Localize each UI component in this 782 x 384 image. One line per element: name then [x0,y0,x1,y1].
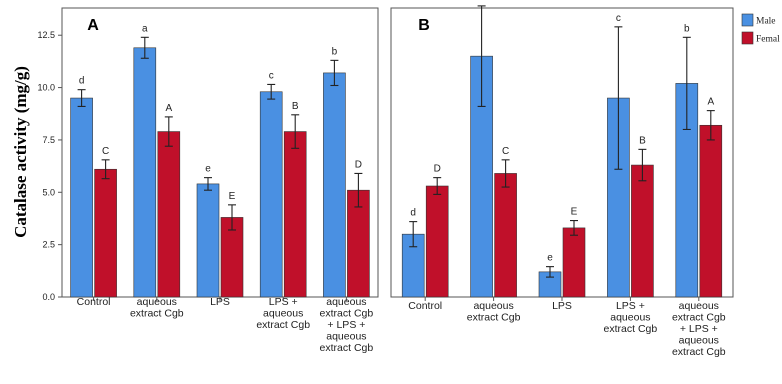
legend-label: Femal [756,35,780,45]
significance-label: B [292,101,299,112]
y-tick-label: 7.5 [42,135,55,145]
bar-femal [494,173,517,298]
significance-label: d [79,76,85,87]
category-label: LPS [552,300,572,312]
legend-label: Male [756,17,776,27]
panel-title: B [418,17,430,34]
category-label: aqueous extract Cgb [130,296,184,320]
significance-label: A [707,97,714,108]
category-label: LPS [210,296,230,308]
bar-femal [283,131,307,298]
legend-swatch-femal [741,31,754,45]
bar-male [196,183,220,298]
bar-femal [631,164,654,298]
category-label: aqueous extract Cgb + LPS + aqueous extract … [672,300,726,358]
significance-label: e [547,253,553,264]
significance-label: A [165,103,172,114]
significance-label: e [205,164,211,175]
y-tick-label: 5.0 [42,187,55,197]
bar-male [70,97,93,298]
legend: Male Femal [741,13,780,45]
y-tick-label: 2.5 [42,240,55,250]
bar-femal [562,227,586,298]
significance-label: a [479,0,485,3]
legend-swatch-male [741,13,754,27]
significance-label: E [571,207,578,218]
category-label: LPS + aqueous extract Cgb [256,296,310,331]
significance-label: c [616,13,621,24]
y-tick-label: 0.0 [42,292,55,302]
significance-label: E [229,191,236,202]
bar-male [259,91,283,298]
panel-title: A [87,17,99,34]
y-axis-label: Catalase activity (mg/g) [11,66,30,238]
significance-label: C [102,146,109,157]
bar-male [133,47,157,298]
bar-male [323,72,346,298]
category-label: aqueous extract Cgb [467,300,521,324]
significance-label: D [434,164,441,175]
bar-femal [157,131,181,298]
bar-femal [699,124,723,298]
significance-label: D [355,159,362,170]
y-tick-label: 10.0 [37,83,55,93]
bar-femal [425,185,449,298]
significance-label: C [502,146,509,157]
category-label: Control [408,300,442,312]
significance-label: a [142,23,148,34]
category-label: LPS + aqueous extract Cgb [604,300,658,335]
bar-femal [94,168,117,298]
category-label: aqueous extract Cgb + LPS + aqueous extract … [320,296,374,354]
significance-label: b [684,23,690,34]
significance-label: b [332,46,338,57]
significance-label: B [639,135,646,146]
significance-label: c [269,70,274,81]
significance-label: d [410,208,416,219]
y-tick-label: 12.5 [37,30,55,40]
category-label: Control [77,296,111,308]
